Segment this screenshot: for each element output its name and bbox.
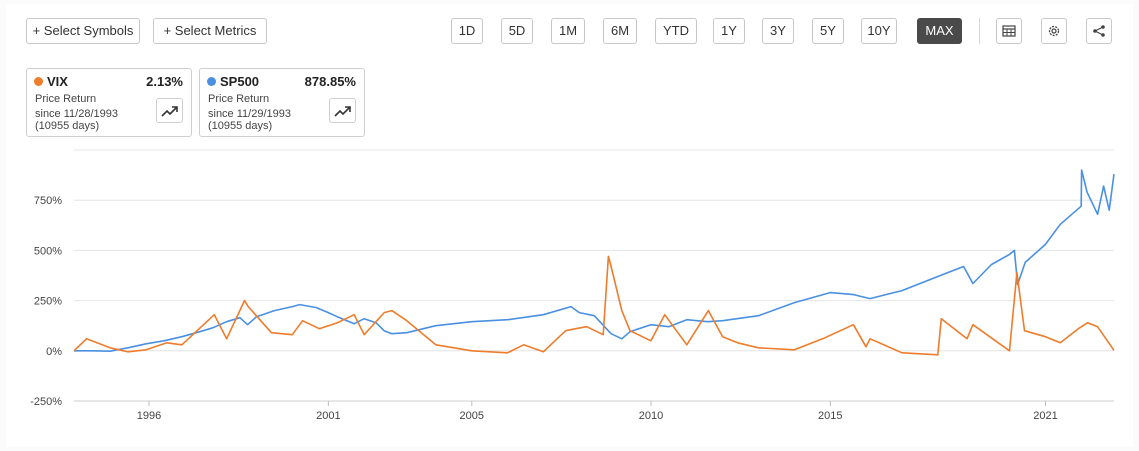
y-tick-label: 500% [34,245,62,257]
sp500-return-value: 878.85% [304,74,356,89]
vix-symbol: VIX [47,74,68,89]
range-6m-button[interactable]: 6M [603,18,637,44]
table-icon [1002,25,1016,37]
gear-icon [1048,25,1060,37]
range-5y-button[interactable]: 5Y [812,18,844,44]
sp500-days-count: (10955 days) [208,120,273,132]
share-button[interactable] [1086,18,1112,44]
vix-trend-button[interactable] [156,98,183,123]
range-5d-button[interactable]: 5D [501,18,533,44]
sp500-color-dot [207,77,216,86]
y-tick-label: 750% [34,195,62,207]
range-1d-button[interactable]: 1D [451,18,483,44]
range-max-button[interactable]: MAX [917,18,962,44]
range-10y-button[interactable]: 10Y [861,18,897,44]
range-ytd-button[interactable]: YTD [655,18,697,44]
vix-color-dot [34,77,43,86]
select-symbols-button[interactable]: + Select Symbols [26,18,140,44]
x-tick-label: 2015 [818,410,842,422]
sp500-since-date: since 11/29/1993 [208,108,291,120]
range-1y-button[interactable]: 1Y [713,18,745,44]
share-icon [1093,25,1105,37]
select-metrics-button[interactable]: + Select Metrics [153,18,267,44]
table-view-button[interactable] [996,18,1022,44]
vix-return-value: 2.13% [146,74,183,89]
trending-up-icon [334,106,351,117]
x-tick-label: 2021 [1033,410,1057,422]
x-tick-label: 2001 [316,410,340,422]
y-tick-label: 250% [34,296,62,308]
line-chart: -250% 0% 250% 500% 750% 1996 2001 2005 2010 2015 2… [30,149,1115,422]
sp500-symbol: SP500 [220,74,260,89]
sp500-trend-button[interactable] [329,98,356,123]
x-tick-label: 1996 [137,410,161,422]
legend-card-vix[interactable]: VIX 2.13% Price Return since 11/28/1993 … [26,68,192,137]
series-line-sp500 [74,169,1115,353]
vix-since-date: since 11/28/1993 [35,108,118,120]
legend-card-sp500[interactable]: SP500 878.85% Price Return since 11/29/1… [199,68,365,137]
y-tick-label: -250% [30,396,62,408]
range-3y-button[interactable]: 3Y [762,18,794,44]
settings-button[interactable] [1041,18,1067,44]
y-tick-label: 0% [46,346,62,358]
sp500-metric-label: Price Return [208,93,270,105]
x-tick-label: 2005 [460,410,484,422]
series-line-vix [73,255,1115,356]
vix-days-count: (10955 days) [35,120,100,132]
toolbar-divider [979,18,980,44]
trending-up-icon [161,106,178,117]
chart-panel: + Select Symbols + Select Metrics 1D 5D … [6,4,1133,447]
x-tick-label: 2010 [639,410,663,422]
range-1m-button[interactable]: 1M [551,18,585,44]
vix-metric-label: Price Return [35,93,97,105]
